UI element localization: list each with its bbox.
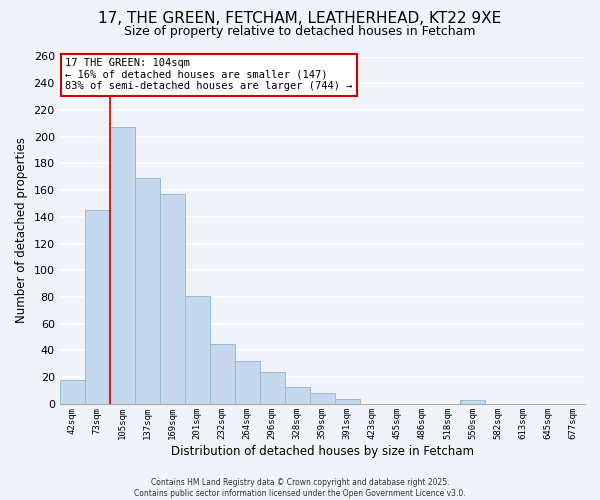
Bar: [210, 344, 235, 404]
Bar: [160, 194, 185, 404]
Bar: [260, 372, 285, 404]
Bar: [285, 386, 310, 404]
Bar: [59, 380, 85, 404]
Text: Contains HM Land Registry data © Crown copyright and database right 2025.
Contai: Contains HM Land Registry data © Crown c…: [134, 478, 466, 498]
Bar: [135, 178, 160, 404]
Text: 17 THE GREEN: 104sqm
← 16% of detached houses are smaller (147)
83% of semi-deta: 17 THE GREEN: 104sqm ← 16% of detached h…: [65, 58, 352, 92]
Bar: [460, 400, 485, 404]
Y-axis label: Number of detached properties: Number of detached properties: [15, 137, 28, 323]
Bar: [310, 393, 335, 404]
Bar: [110, 128, 135, 404]
Bar: [235, 361, 260, 404]
X-axis label: Distribution of detached houses by size in Fetcham: Distribution of detached houses by size …: [171, 444, 474, 458]
Bar: [185, 296, 210, 404]
Text: Size of property relative to detached houses in Fetcham: Size of property relative to detached ho…: [124, 25, 476, 38]
Bar: [335, 398, 360, 404]
Text: 17, THE GREEN, FETCHAM, LEATHERHEAD, KT22 9XE: 17, THE GREEN, FETCHAM, LEATHERHEAD, KT2…: [98, 11, 502, 26]
Bar: [85, 210, 110, 404]
